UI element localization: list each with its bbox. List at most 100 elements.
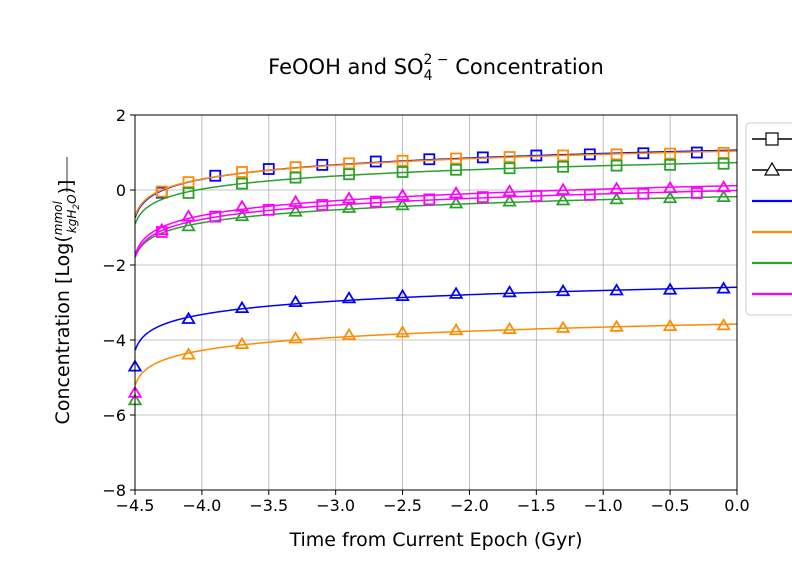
data-point-square xyxy=(610,159,623,172)
y-tick-label: 0 xyxy=(116,181,126,200)
data-point-triangle xyxy=(555,193,571,206)
data-point-triangle xyxy=(288,294,303,308)
y-axis-label-fraction-denominator-subscript: 2 xyxy=(72,204,82,210)
y-axis-label-fraction-denominator-tail: O xyxy=(65,194,79,203)
data-point-square xyxy=(450,163,462,176)
data-point-square xyxy=(664,158,677,171)
plot-area: −4.5 −4.0 −3.5 −3.0 −2.5 −2.0 −1.5 −1.0 −0.5 0.0 … xyxy=(102,106,749,515)
data-point-square xyxy=(503,151,516,163)
data-point-triangle xyxy=(716,189,731,203)
data-point-triangle xyxy=(448,322,464,336)
data-point-triangle xyxy=(181,209,196,222)
data-point-square xyxy=(155,185,168,198)
data-point-square xyxy=(690,187,703,199)
data-point-square xyxy=(343,168,355,181)
legend-marker-triangle xyxy=(763,161,781,176)
data-point-triangle xyxy=(395,188,410,201)
data-point-triangle xyxy=(448,196,464,209)
data-point-square xyxy=(610,148,623,161)
data-point-triangle xyxy=(234,199,250,212)
data-point-triangle xyxy=(181,311,196,324)
data-point-square xyxy=(637,187,650,200)
x-tick-label: −2.5 xyxy=(383,496,422,515)
y-tick-label: −6 xyxy=(102,406,126,425)
chart-title-subscript: 4 xyxy=(424,68,433,84)
plot-background xyxy=(135,115,737,490)
series-3-square-curve xyxy=(135,189,737,258)
data-point-triangle xyxy=(609,283,624,296)
x-tick-label: −3.0 xyxy=(316,496,355,515)
data-point-square xyxy=(423,153,436,166)
x-tick-label: 0.0 xyxy=(724,496,749,515)
data-point-square xyxy=(423,193,436,206)
data-point-square xyxy=(209,210,222,223)
y-axis-label-fraction-numerator: mmol xyxy=(51,201,65,236)
data-point-triangle xyxy=(555,182,571,195)
data-point-triangle xyxy=(234,208,250,222)
data-point-square xyxy=(262,203,275,216)
data-point-triangle xyxy=(234,300,250,314)
data-point-triangle xyxy=(448,185,464,199)
data-point-triangle xyxy=(716,179,731,193)
y-tick-label: −2 xyxy=(102,256,126,275)
y-axis-ticks: −8 −6 −4 −2 0 2 xyxy=(102,106,135,500)
data-point-square xyxy=(476,191,489,204)
data-point-triangle xyxy=(502,184,517,197)
plot-frame xyxy=(134,114,738,491)
legend-marker-square xyxy=(765,132,779,146)
data-point-square xyxy=(557,149,569,162)
data-point-triangle xyxy=(181,347,196,360)
data-point-triangle xyxy=(288,194,303,207)
series-3-triangle-curve xyxy=(135,184,737,255)
chart-title-suffix: Concentration xyxy=(449,55,604,79)
legend xyxy=(745,122,792,316)
series-1-square-curve xyxy=(135,150,737,216)
data-point-triangle xyxy=(341,327,357,341)
data-point-triangle xyxy=(555,320,571,333)
data-point-triangle xyxy=(502,194,517,207)
series-1-triangle-curve xyxy=(135,323,737,386)
data-point-triangle xyxy=(662,190,678,204)
data-point-triangle xyxy=(448,286,464,299)
data-point-triangle xyxy=(662,180,678,194)
data-point-triangle xyxy=(288,204,303,217)
series-layer xyxy=(127,146,737,406)
data-point-square xyxy=(557,160,569,173)
data-point-square xyxy=(369,195,382,208)
chart-title-superscript: 2 − xyxy=(424,52,449,68)
x-tick-label: −1.0 xyxy=(584,496,623,515)
data-point-square xyxy=(289,171,302,184)
data-point-square xyxy=(316,199,329,211)
data-point-triangle xyxy=(555,283,571,297)
data-point-triangle xyxy=(181,218,196,232)
x-tick-label: −4.0 xyxy=(182,496,221,515)
x-axis-label: Time from Current Epoch (Gyr) xyxy=(288,529,582,551)
data-point-triangle xyxy=(341,290,357,304)
y-axis-label-fraction-denominator: kgH xyxy=(65,210,79,234)
y-tick-label: 2 xyxy=(116,106,126,125)
data-point-square xyxy=(450,152,462,165)
legend-frame xyxy=(745,122,792,316)
data-point-triangle xyxy=(341,191,357,204)
data-point-triangle xyxy=(716,317,731,331)
data-point-square xyxy=(316,158,329,171)
x-tick-label: −1.5 xyxy=(517,496,556,515)
series-0-triangle-curve xyxy=(135,286,737,351)
y-axis-label-suffix: )] xyxy=(55,180,77,195)
data-point-square xyxy=(262,163,275,175)
x-tick-label: −3.5 xyxy=(249,496,288,515)
data-point-square xyxy=(503,162,516,175)
data-point-square xyxy=(717,157,730,170)
data-point-triangle xyxy=(609,181,624,194)
data-point-triangle xyxy=(234,336,250,350)
x-tick-label: −4.5 xyxy=(116,496,155,515)
data-point-triangle xyxy=(288,331,303,344)
series-2-square-curve xyxy=(135,161,737,225)
y-axis-label: Concentration [Log(mmolkgH2O)] xyxy=(51,180,82,425)
data-point-triangle xyxy=(395,288,410,302)
y-tick-label: −8 xyxy=(102,481,126,500)
x-tick-label: −0.5 xyxy=(651,496,690,515)
data-point-triangle xyxy=(502,321,517,335)
data-point-square xyxy=(236,166,248,178)
data-point-triangle xyxy=(609,191,624,205)
